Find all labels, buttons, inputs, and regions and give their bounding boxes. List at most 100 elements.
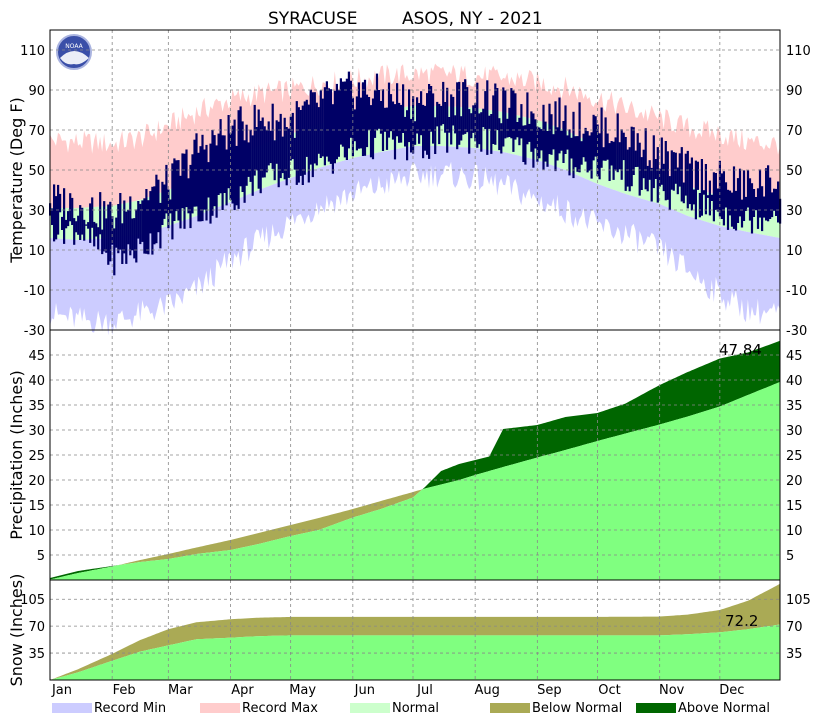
observed-temp-bar <box>588 135 591 171</box>
observed-temp-bar <box>490 114 493 154</box>
observed-temp-bar <box>765 168 768 221</box>
observed-temp-bar <box>345 78 348 160</box>
observed-temp-bar <box>235 145 238 206</box>
observed-temp-bar <box>662 163 665 192</box>
snow-total-label: 72.2 <box>725 612 758 630</box>
y-tick-label-right: 105 <box>786 593 811 608</box>
noaa-logo-icon: NOAA <box>56 34 92 70</box>
observed-temp-bar <box>604 117 607 161</box>
observed-temp-bar <box>472 105 475 133</box>
month-label: May <box>289 683 316 698</box>
observed-temp-bar <box>628 147 631 192</box>
observed-temp-bar <box>229 133 232 200</box>
observed-temp-bar <box>748 178 752 221</box>
observed-temp-bar <box>744 196 748 211</box>
observed-temp-bar <box>586 131 589 173</box>
observed-temp-bar <box>704 164 707 215</box>
observed-temp-bar <box>341 81 344 147</box>
observed-temp-bar <box>400 104 403 143</box>
observed-temp-bar <box>303 101 306 175</box>
observed-temp-bar <box>353 109 356 142</box>
observed-temp-bar <box>87 222 90 229</box>
observed-temp-bar <box>512 90 515 152</box>
observed-temp-bar <box>526 92 529 145</box>
observed-temp-bar <box>295 101 298 185</box>
observed-temp-bar <box>261 117 264 178</box>
observed-temp-bar <box>51 208 54 225</box>
observed-temp-bar <box>754 197 758 211</box>
observed-temp-bar <box>538 127 541 159</box>
legend-label: Normal <box>392 701 439 716</box>
observed-temp-bar <box>480 112 483 152</box>
y-tick-label-right: 15 <box>786 499 803 514</box>
observed-temp-bar <box>644 128 647 190</box>
observed-temp-bar <box>81 207 84 235</box>
observed-temp-bar <box>534 119 537 149</box>
y-tick-label-left: 30 <box>28 204 45 219</box>
observed-temp-bar <box>769 177 772 219</box>
observed-temp-bar <box>65 219 68 229</box>
y-tick-label-left: -30 <box>24 324 45 339</box>
observed-temp-bar <box>614 137 617 171</box>
observed-temp-bar <box>408 89 411 143</box>
observed-temp-bar <box>442 81 445 125</box>
observed-temp-bar <box>570 137 573 159</box>
observed-temp-bar <box>560 130 563 151</box>
observed-temp-bar <box>430 86 433 132</box>
observed-temp-bar <box>347 71 350 149</box>
observed-temp-bar <box>440 105 443 126</box>
observed-temp-bar <box>315 102 318 166</box>
observed-temp-bar <box>163 184 166 219</box>
precip-above-normal-area <box>50 340 780 580</box>
observed-temp-bar <box>325 81 328 157</box>
observed-temp-bar <box>664 141 667 201</box>
observed-temp-bar <box>676 167 679 195</box>
observed-temp-bar <box>213 135 216 207</box>
y-tick-label-left: 70 <box>28 620 45 635</box>
observed-temp-bar <box>660 137 663 185</box>
y-tick-label-right: 35 <box>786 647 803 662</box>
observed-temp-bar <box>402 84 405 133</box>
observed-temp-bar <box>777 181 780 223</box>
observed-temp-bar <box>55 196 58 240</box>
observed-temp-bar <box>752 189 756 217</box>
observed-temp-bar <box>319 90 322 158</box>
observed-temp-bar <box>552 134 555 150</box>
observed-temp-bar <box>694 160 697 220</box>
observed-temp-bar <box>219 119 222 194</box>
month-label: Jan <box>51 683 72 698</box>
observed-temp-bar <box>456 82 459 150</box>
observed-temp-bar <box>361 82 365 156</box>
observed-temp-bar <box>712 172 715 222</box>
observed-temp-bar <box>145 189 148 254</box>
observed-temp-bar <box>608 143 611 181</box>
observed-temp-bar <box>151 186 154 255</box>
observed-temp-bar <box>424 105 427 151</box>
observed-temp-bar <box>542 104 545 170</box>
month-label: Sep <box>537 683 562 698</box>
y-tick-label-right: -30 <box>786 324 807 339</box>
legend-label: Above Normal <box>678 701 770 716</box>
observed-temp-bar <box>89 203 92 243</box>
observed-temp-bar <box>528 123 531 142</box>
observed-temp-bar <box>385 107 389 150</box>
observed-temp-bar <box>307 104 310 183</box>
observed-temp-bar <box>317 107 320 154</box>
observed-temp-bar <box>576 136 579 172</box>
observed-temp-bar <box>674 152 677 184</box>
observed-temp-bar <box>155 174 158 244</box>
observed-temp-bar <box>476 82 479 148</box>
observed-temp-bar <box>738 168 742 217</box>
month-label: Apr <box>231 683 254 698</box>
observed-temp-bar <box>404 116 407 147</box>
observed-temp-bar <box>466 87 469 133</box>
observed-temp-bar <box>201 134 204 222</box>
observed-temp-bar <box>63 188 66 244</box>
observed-temp-bar <box>137 201 140 239</box>
legend-label: Below Normal <box>532 701 622 716</box>
y-tick-label-left: -10 <box>24 284 45 299</box>
observed-temp-bar <box>556 127 559 161</box>
observed-temp-bar <box>688 163 691 205</box>
observed-temp-bar <box>135 209 138 263</box>
observed-temp-bar <box>492 95 495 144</box>
